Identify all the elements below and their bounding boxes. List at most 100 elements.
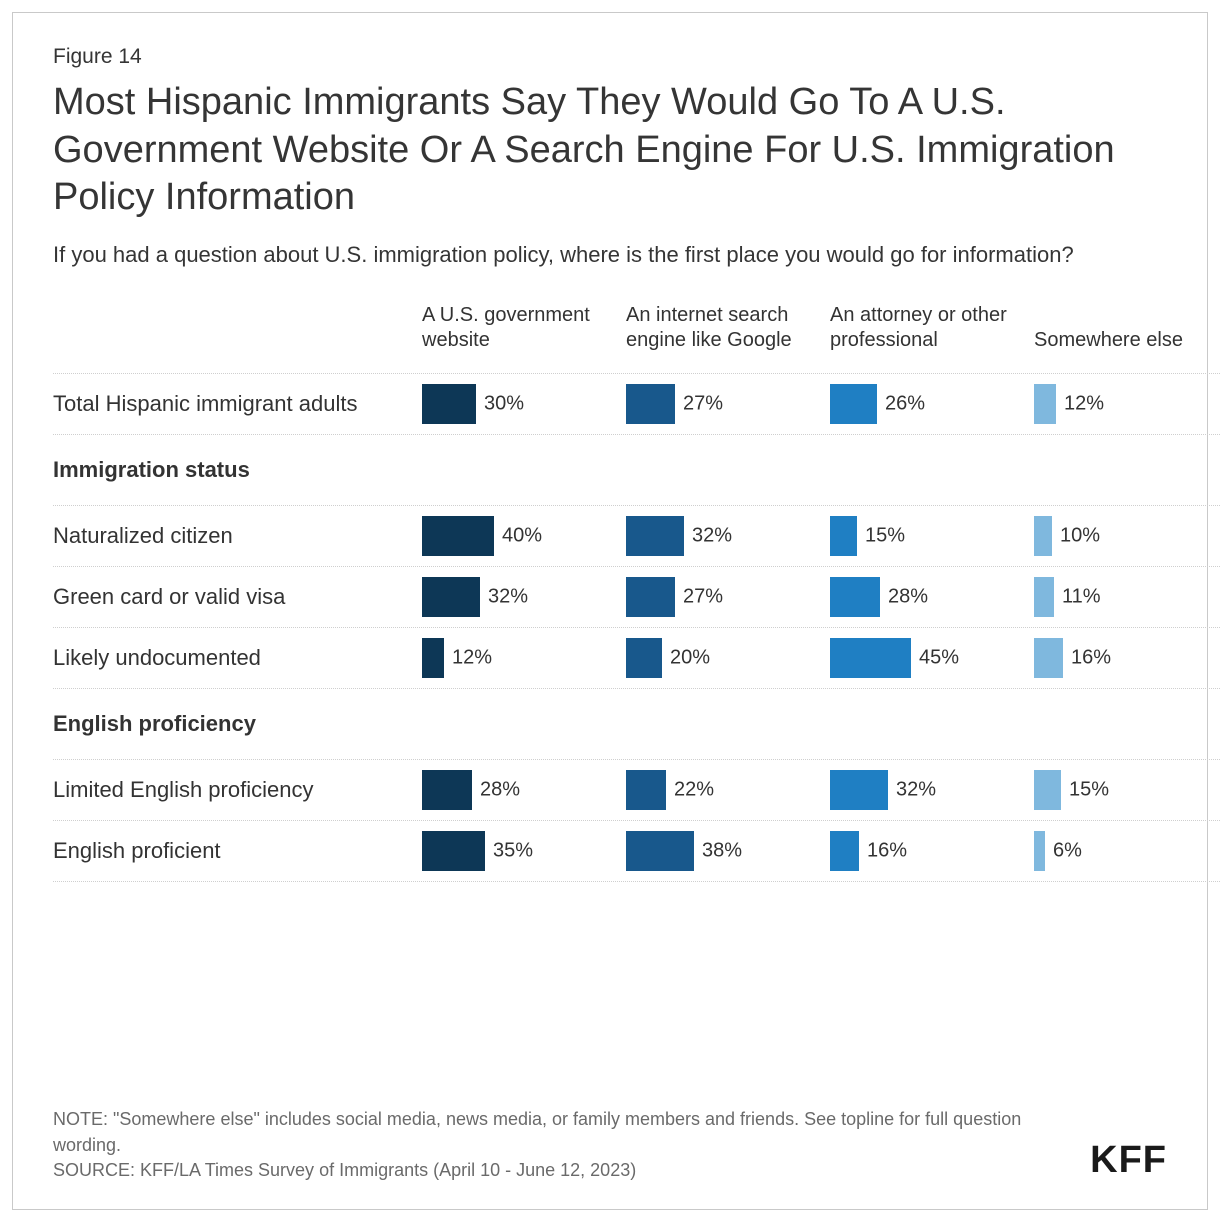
row-divider (53, 759, 1220, 760)
bar-cell: 28% (830, 577, 1020, 617)
bar-value-label: 30% (484, 392, 524, 414)
chart-cell: 32% (830, 770, 1020, 810)
bar-value-label: 16% (1071, 646, 1111, 668)
bar-value-label: 6% (1053, 839, 1082, 861)
chart-cell: 35% (422, 831, 612, 871)
chart-cell: 12% (422, 638, 612, 678)
bar-cell: 6% (1034, 831, 1220, 871)
figure-frame: Figure 14 Most Hispanic Immigrants Say T… (0, 0, 1220, 1222)
row-divider (53, 627, 1220, 628)
figure-footer: NOTE: "Somewhere else" includes social m… (53, 1107, 1167, 1183)
bar-cell: 15% (1034, 770, 1220, 810)
bar-value-label: 10% (1060, 524, 1100, 546)
bar (1034, 516, 1052, 556)
bar (830, 831, 859, 871)
column-header: An internet search engine like Google (626, 303, 816, 357)
row-divider (53, 373, 1220, 374)
row-divider (53, 881, 1220, 882)
chart-cell: 16% (830, 831, 1020, 871)
bar-cell: 28% (422, 770, 612, 810)
bar-cell: 32% (626, 516, 816, 556)
bar-value-label: 20% (670, 646, 710, 668)
column-header: An attorney or other professional (830, 303, 1020, 357)
bar-cell: 30% (422, 384, 612, 424)
row-divider (53, 820, 1220, 821)
bar-cell: 20% (626, 638, 816, 678)
bar (1034, 831, 1045, 871)
bar-value-label: 40% (502, 524, 542, 546)
bar-cell: 12% (422, 638, 612, 678)
bar-value-label: 15% (1069, 778, 1109, 800)
chart-cell: 15% (1034, 770, 1220, 810)
bar-value-label: 28% (888, 585, 928, 607)
chart-cell: 16% (1034, 638, 1220, 678)
bar (830, 577, 880, 617)
chart-cell: 28% (422, 770, 612, 810)
chart-cell: 38% (626, 831, 816, 871)
bar-value-label: 22% (674, 778, 714, 800)
bar-cell: 12% (1034, 384, 1220, 424)
bar-value-label: 32% (488, 585, 528, 607)
bar-cell: 45% (830, 638, 1020, 678)
chart-cell: 10% (1034, 516, 1220, 556)
row-label: English proficient (53, 838, 408, 864)
bar-value-label: 26% (885, 392, 925, 414)
bar-value-label: 12% (1064, 392, 1104, 414)
bar (1034, 384, 1056, 424)
row-label: Green card or valid visa (53, 584, 408, 610)
chart-cell: 45% (830, 638, 1020, 678)
bar-value-label: 28% (480, 778, 520, 800)
bar (422, 638, 444, 678)
bar (626, 577, 675, 617)
figure-subtitle: If you had a question about U.S. immigra… (53, 240, 1167, 270)
bar (422, 384, 476, 424)
bar-cell: 38% (626, 831, 816, 871)
row-label: Total Hispanic immigrant adults (53, 391, 408, 417)
chart-cell: 27% (626, 384, 816, 424)
bar-cell: 32% (830, 770, 1020, 810)
bar (422, 516, 494, 556)
group-header: Immigration status (53, 445, 1220, 495)
bar (830, 516, 857, 556)
row-label: Naturalized citizen (53, 523, 408, 549)
bar-value-label: 35% (493, 839, 533, 861)
chart-cell: 6% (1034, 831, 1220, 871)
bar-cell: 27% (626, 577, 816, 617)
bar-value-label: 15% (865, 524, 905, 546)
figure-source: SOURCE: KFF/LA Times Survey of Immigrant… (53, 1158, 1070, 1183)
row-label-header (53, 353, 408, 357)
row-divider (53, 505, 1220, 506)
column-header: A U.S. government website (422, 303, 612, 357)
bar-value-label: 11% (1062, 585, 1101, 607)
bar (830, 384, 877, 424)
bar (626, 384, 675, 424)
bar-cell: 10% (1034, 516, 1220, 556)
bar (1034, 770, 1061, 810)
chart-cell: 32% (422, 577, 612, 617)
bar (830, 770, 888, 810)
bar-cell: 27% (626, 384, 816, 424)
group-header: English proficiency (53, 699, 1220, 749)
bar (626, 831, 694, 871)
chart-cell: 32% (626, 516, 816, 556)
chart-cell: 26% (830, 384, 1020, 424)
figure-number: Figure 14 (53, 45, 1167, 69)
row-label: Limited English proficiency (53, 777, 408, 803)
bar-value-label: 16% (867, 839, 907, 861)
bar (626, 638, 662, 678)
figure-title: Most Hispanic Immigrants Say They Would … (53, 79, 1167, 222)
chart-cell: 28% (830, 577, 1020, 617)
figure-note: NOTE: "Somewhere else" includes social m… (53, 1107, 1070, 1157)
bar-cell: 26% (830, 384, 1020, 424)
kff-logo: KFF (1090, 1141, 1167, 1183)
bar-value-label: 27% (683, 392, 723, 414)
bar (626, 516, 684, 556)
bar-value-label: 38% (702, 839, 742, 861)
bar-cell: 22% (626, 770, 816, 810)
bar (1034, 577, 1054, 617)
bar-value-label: 45% (919, 646, 959, 668)
row-divider (53, 688, 1220, 689)
chart-cell: 11% (1034, 577, 1220, 617)
bar-value-label: 12% (452, 646, 492, 668)
chart: A U.S. government website An internet sea… (53, 303, 1167, 892)
